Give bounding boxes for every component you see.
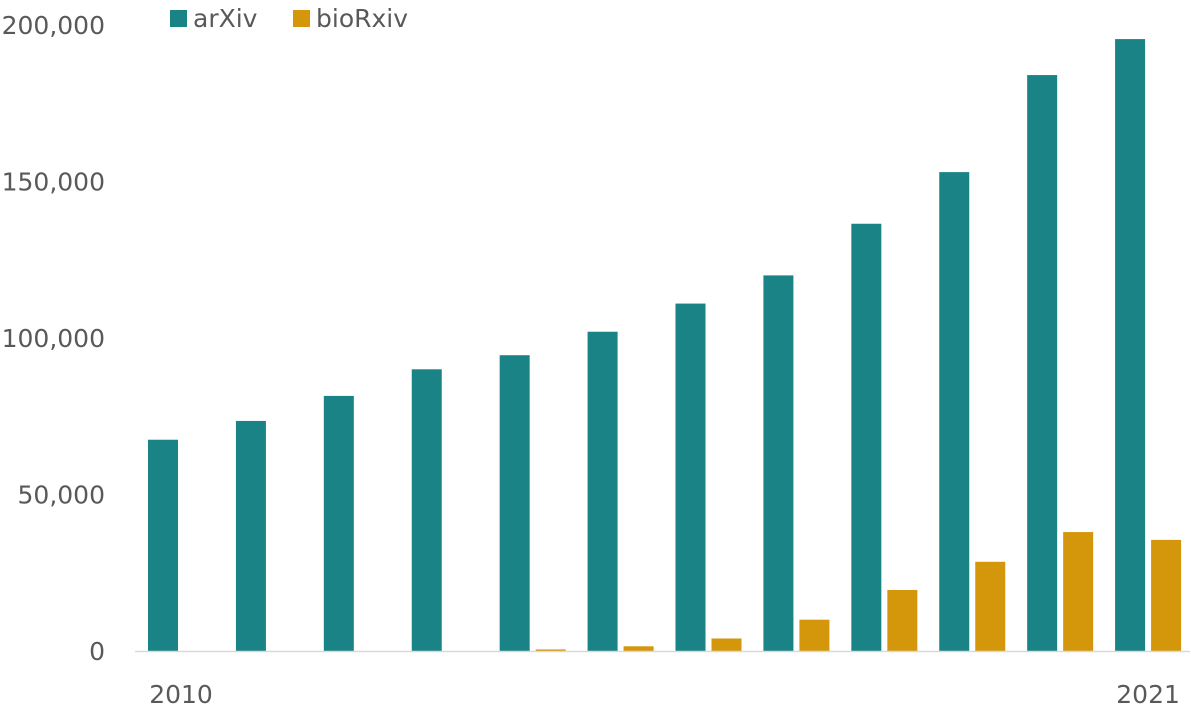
bar-arxiv-2016 [675, 303, 706, 651]
bar-arxiv-2013 [411, 369, 442, 651]
bar-biorxiv-2018 [887, 589, 918, 651]
y-tick-label: 150,000 [2, 168, 105, 197]
legend-swatch-biorxiv [293, 10, 310, 27]
bar-arxiv-2020 [1027, 75, 1058, 651]
bar-biorxiv-2021 [1151, 539, 1182, 651]
bar-arxiv-2021 [1115, 39, 1146, 651]
bar-biorxiv-2019 [975, 561, 1006, 651]
y-tick-label: 200,000 [2, 11, 105, 40]
bar-arxiv-2019 [939, 172, 970, 652]
bar-biorxiv-2014 [535, 649, 566, 651]
legend-label-biorxiv: bioRxiv [316, 4, 408, 33]
x-tick-label: 2021 [1116, 680, 1180, 709]
bar-biorxiv-2017 [799, 619, 830, 651]
bar-arxiv-2012 [323, 395, 354, 651]
bar-arxiv-2017 [763, 275, 794, 651]
bar-arxiv-2010 [148, 439, 178, 651]
y-tick-label: 100,000 [2, 324, 105, 353]
y-tick-label: 0 [89, 637, 105, 666]
y-tick-label: 50,000 [18, 481, 105, 510]
legend-swatch-arxiv [170, 10, 187, 27]
bar-biorxiv-2016 [711, 638, 742, 651]
bar-biorxiv-2015 [623, 646, 654, 651]
bars [148, 39, 1182, 652]
bar-arxiv-2014 [499, 355, 530, 651]
bar-biorxiv-2020 [1063, 532, 1094, 651]
bar-arxiv-2015 [587, 331, 618, 651]
y-axis-tick-labels: 0 50,000 100,000 150,000 200,000 [2, 11, 105, 666]
legend-label-arxiv: arXiv [193, 4, 258, 33]
x-tick-label: 2010 [149, 680, 213, 709]
legend: arXiv bioRxiv [170, 4, 408, 33]
x-axis-tick-labels: 2010 2021 [149, 680, 1180, 709]
bar-arxiv-2011 [235, 420, 266, 651]
bar-arxiv-2018 [851, 223, 882, 651]
